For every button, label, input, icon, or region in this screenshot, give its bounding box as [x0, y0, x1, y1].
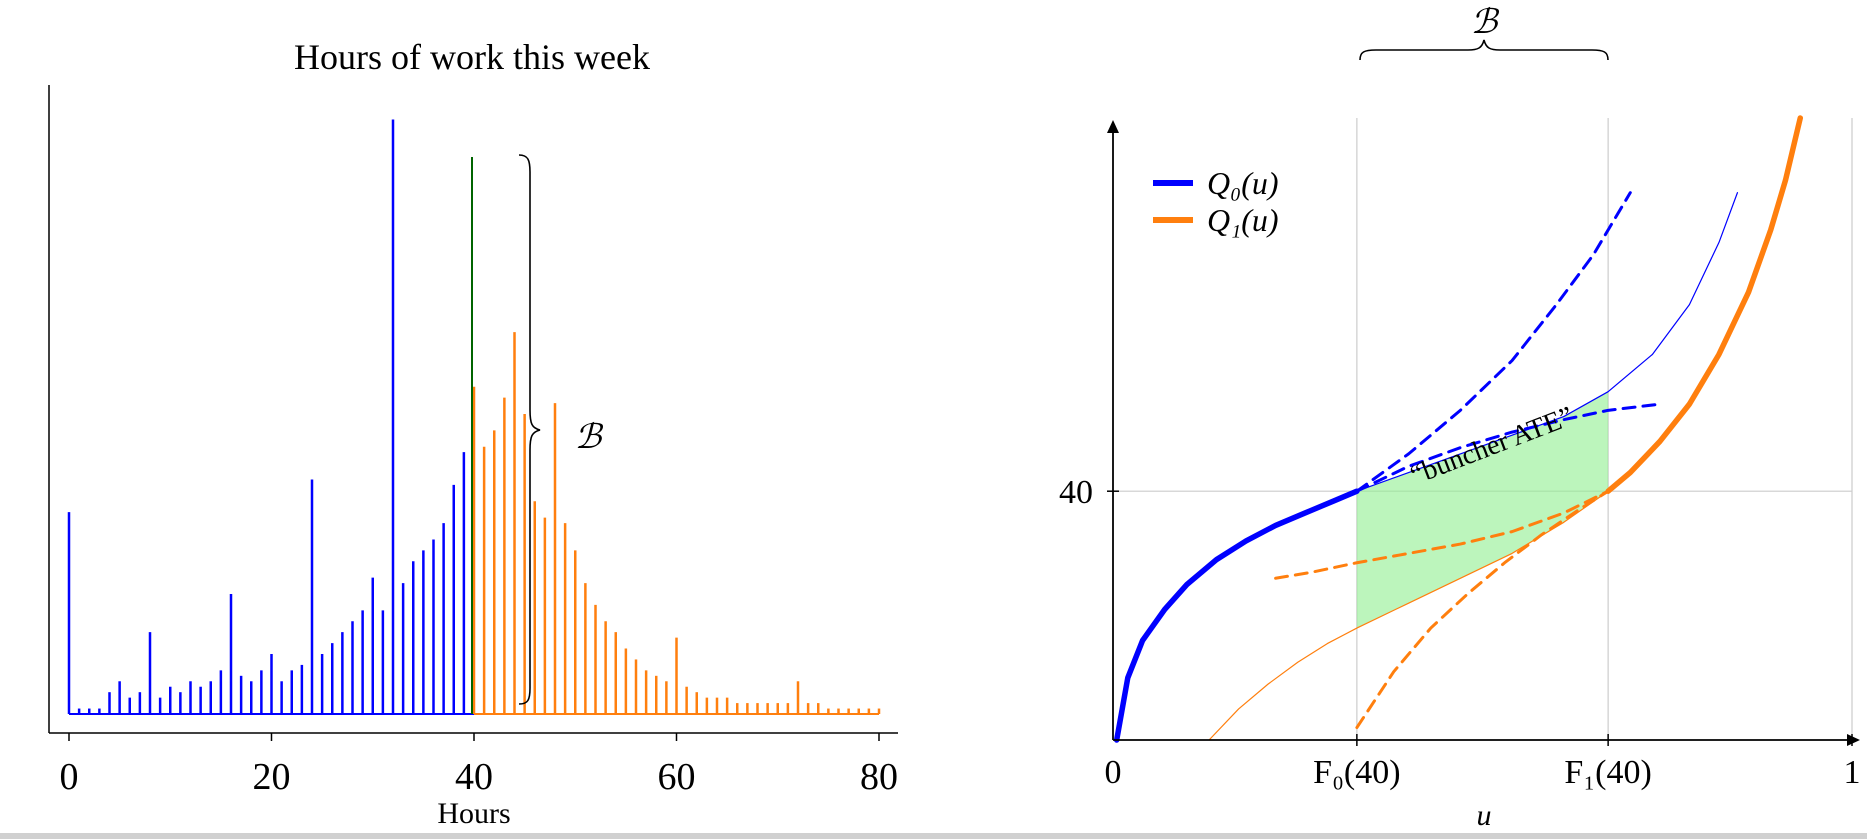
x-tick-label: 40: [455, 756, 493, 798]
x-axis-label: Hours: [437, 797, 510, 830]
series-line: [1113, 488, 1360, 743]
curves: [1113, 115, 1804, 743]
histogram-bars: [67, 119, 881, 715]
legend-label: Q₀(u): [1207, 165, 1279, 201]
x-tick-label: 20: [253, 756, 291, 798]
axis-ticks: 0 F₀(40) F₁(40) 1 40: [1059, 474, 1861, 791]
x-tick-label: 0: [60, 756, 79, 798]
x-tick-label: F₀(40): [1313, 754, 1400, 791]
series-line: [1605, 115, 1804, 494]
thin-curve: [1208, 490, 1609, 741]
bunching-brace-label: ℬ: [575, 419, 604, 456]
x-tick-label: F₁(40): [1564, 754, 1651, 791]
x-tick-label: 80: [860, 756, 898, 798]
hours-histogram: Hours of work this week ℬ 0 20 40 60 80 Hour…: [48, 37, 898, 830]
thin-curve: [1356, 192, 1739, 492]
x-tick-label: 0: [1105, 754, 1122, 791]
bunching-brace: [518, 154, 541, 705]
legend: Q₀(u)Q₁(u): [1153, 165, 1279, 238]
bottom-border: [0, 833, 1867, 839]
chart-title: Hours of work this week: [294, 37, 650, 77]
y-axis-arrowhead: [1107, 120, 1119, 133]
top-brace-label: ℬ: [1471, 4, 1500, 41]
dashed-curve: [1355, 489, 1610, 730]
dashed-curve: [1355, 402, 1662, 493]
x-axis-arrowhead: [1847, 734, 1860, 746]
quantile-chart: 0 F₀(40) F₁(40) 140 ℬ “buncher ATE” Q₀(u)Q₁…: [1059, 4, 1861, 832]
legend-label: Q₁(u): [1207, 202, 1279, 238]
dashed-curve: [1355, 191, 1632, 493]
top-brace: [1359, 39, 1609, 61]
buncher-ate-region: [1356, 391, 1609, 629]
x-axis-label: u: [1477, 799, 1492, 832]
x-axis-ticks: 0 20 40 60 80: [60, 733, 898, 798]
dashed-curve: [1274, 489, 1610, 580]
x-tick-label: 1: [1844, 754, 1861, 791]
y-tick-label: 40: [1059, 474, 1093, 511]
x-tick-label: 60: [658, 756, 696, 798]
